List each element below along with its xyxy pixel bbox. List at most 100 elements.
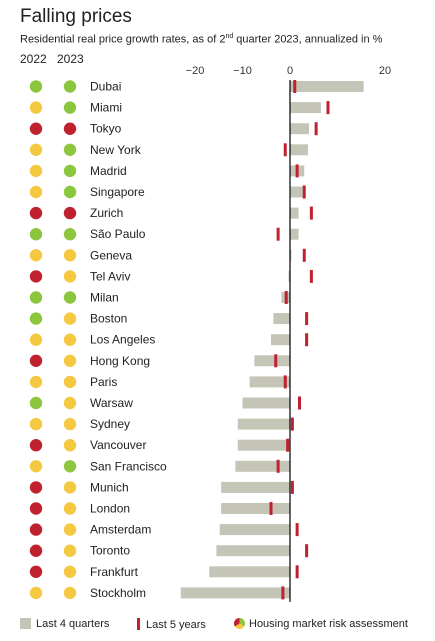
risk-dot-2023 <box>63 312 77 325</box>
legend-bar-label: Last 4 quarters <box>36 618 110 630</box>
bar-last-4-quarters <box>180 587 290 599</box>
bar-last-4-quarters <box>221 503 290 514</box>
legend-tick-label: Last 5 years <box>146 619 206 631</box>
risk-dot-2022 <box>29 80 43 93</box>
year-2023-label: 2023 <box>57 52 84 66</box>
bar-last-4-quarters <box>235 460 290 472</box>
risk-dot-2022 <box>29 460 43 473</box>
risk-dot-2022 <box>29 333 43 346</box>
tick-last-5-years <box>276 459 280 473</box>
bar-last-4-quarters <box>290 207 299 219</box>
risk-dot-2023 <box>63 249 77 262</box>
tick-last-5-years <box>274 354 278 368</box>
risk-dot-2022 <box>29 228 43 241</box>
risk-pie-icon <box>234 618 245 629</box>
tick-last-5-years <box>295 565 299 579</box>
city-label: Tokyo <box>90 122 122 136</box>
bar-last-4-quarters <box>288 270 290 282</box>
risk-dot-2022 <box>29 122 43 135</box>
risk-dot-2023 <box>63 396 77 410</box>
risk-dot-2022 <box>29 544 43 557</box>
risk-dot-2022 <box>29 417 43 431</box>
risk-dot-2023 <box>63 586 77 600</box>
city-label: Stockholm <box>90 586 146 600</box>
bar-last-4-quarters <box>290 102 321 114</box>
city-label: Geneva <box>90 248 132 262</box>
city-label: Miami <box>90 101 122 115</box>
tick-last-5-years <box>276 227 280 241</box>
x-tick-label: −20 <box>186 65 205 77</box>
risk-dot-2022 <box>29 565 43 578</box>
subtitle-main: Residential real price growth rates, as … <box>20 33 226 46</box>
subtitle-superscript: nd <box>225 33 234 40</box>
city-label: Boston <box>90 312 127 326</box>
bar-last-4-quarters <box>237 418 290 430</box>
bar-last-4-quarters <box>290 186 304 198</box>
risk-dot-2022 <box>29 439 43 452</box>
risk-dot-2022 <box>29 586 43 600</box>
risk-dot-2022 <box>29 164 43 178</box>
bar-last-4-quarters <box>219 524 290 536</box>
city-label: Warsaw <box>90 396 133 410</box>
legend-item-risk-assessment: Housing market risk assessment <box>234 618 408 630</box>
risk-dot-2023 <box>63 354 77 367</box>
city-label: Madrid <box>90 164 127 178</box>
bar-last-4-quarters <box>249 376 290 388</box>
city-label: San Francisco <box>90 459 167 473</box>
tick-last-5-years <box>295 164 299 178</box>
risk-dot-2022 <box>29 270 43 283</box>
bar-last-4-quarters <box>209 566 290 578</box>
chart-subtitle: Residential real price growth rates, as … <box>20 33 382 46</box>
tick-last-5-years <box>283 143 287 157</box>
tick-last-5-years <box>290 417 294 431</box>
risk-dot-2022 <box>29 523 43 536</box>
tick-last-5-years <box>305 544 309 558</box>
city-label: New York <box>90 143 142 157</box>
legend: Last 4 quarters Last 5 years Housing mar… <box>20 618 420 636</box>
tick-last-5-years <box>309 206 313 220</box>
tick-last-5-years <box>309 269 313 283</box>
risk-dot-2023 <box>63 122 77 135</box>
risk-dot-2023 <box>63 101 77 114</box>
city-label: São Paulo <box>90 227 146 241</box>
bar-last-4-quarters <box>221 481 290 493</box>
risk-dot-2023 <box>63 185 77 199</box>
tick-last-5-years <box>293 80 297 93</box>
risk-dot-2022 <box>29 185 43 199</box>
risk-dot-2022 <box>29 375 43 389</box>
risk-dot-2023 <box>63 143 77 156</box>
risk-dot-2022 <box>29 143 43 156</box>
bar-last-4-quarters <box>273 313 290 325</box>
risk-dot-2023 <box>63 375 77 389</box>
risk-dot-2023 <box>63 523 77 536</box>
tick-last-5-years <box>290 480 294 494</box>
bar-last-4-quarters <box>290 123 309 135</box>
legend-tick-swatch <box>137 618 140 630</box>
year-headers: 2022 2023 <box>20 52 94 66</box>
bar-last-4-quarters <box>237 439 290 451</box>
risk-dot-2023 <box>63 206 77 220</box>
risk-dot-2022 <box>29 312 43 325</box>
chart-title: Falling prices <box>20 6 132 27</box>
bar-last-4-quarters <box>290 228 299 240</box>
city-label: Singapore <box>90 185 145 199</box>
tick-last-5-years <box>314 122 318 136</box>
tick-last-5-years <box>295 523 299 537</box>
city-label: Amsterdam <box>90 523 151 537</box>
city-label: Munich <box>90 480 129 494</box>
tick-last-5-years <box>284 291 288 304</box>
bar-last-4-quarters <box>290 144 309 156</box>
risk-dot-2023 <box>63 417 77 431</box>
city-label: Vancouver <box>90 438 146 452</box>
risk-dot-2023 <box>63 270 77 283</box>
tick-last-5-years <box>283 375 287 389</box>
year-2022-label: 2022 <box>20 52 47 66</box>
city-label: Zurich <box>90 206 123 220</box>
risk-dot-2023 <box>63 502 77 515</box>
bar-last-4-quarters <box>290 249 292 261</box>
city-label: Frankfurt <box>90 565 139 579</box>
city-label: Sydney <box>90 417 130 431</box>
risk-dot-2022 <box>29 354 43 367</box>
city-label: Milan <box>90 291 119 305</box>
tick-last-5-years <box>302 248 306 262</box>
